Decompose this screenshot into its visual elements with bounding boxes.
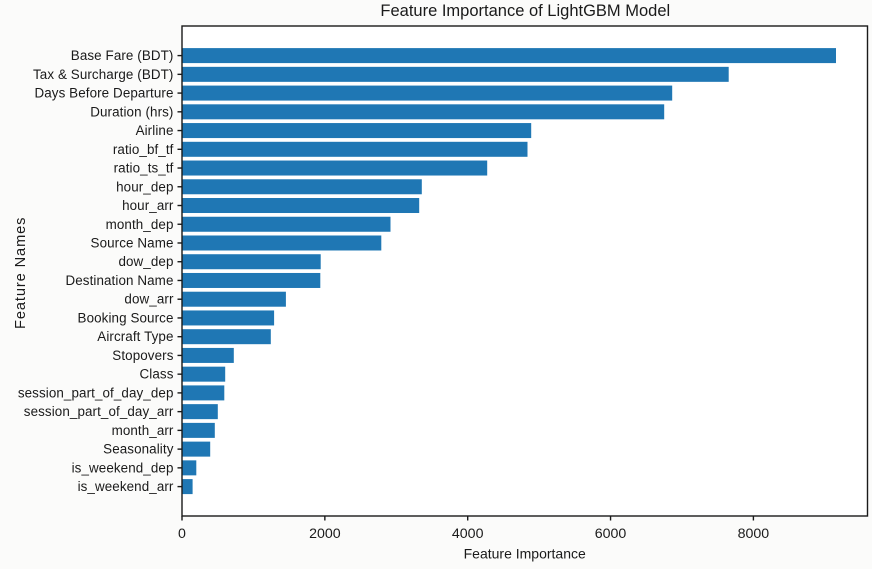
svg-text:Booking Source: Booking Source [78,310,174,325]
svg-text:Seasonality: Seasonality [103,442,174,457]
svg-text:Feature Importance of LightGBM: Feature Importance of LightGBM Model [380,2,670,20]
svg-text:4000: 4000 [452,526,484,542]
svg-text:is_weekend_dep: is_weekend_dep [72,460,174,475]
svg-text:Source Name: Source Name [91,235,174,250]
svg-text:2000: 2000 [309,526,341,542]
svg-text:Tax & Surcharge (BDT): Tax & Surcharge (BDT) [33,67,174,82]
svg-text:hour_arr: hour_arr [122,198,174,213]
svg-text:dow_dep: dow_dep [118,254,173,269]
svg-text:month_dep: month_dep [106,217,174,232]
svg-text:month_arr: month_arr [112,423,174,438]
svg-text:6000: 6000 [595,526,627,542]
svg-text:0: 0 [178,526,186,542]
svg-text:ratio_ts_tf: ratio_ts_tf [114,161,174,176]
svg-text:Airline: Airline [136,123,174,138]
svg-text:Duration (hrs): Duration (hrs) [90,104,173,119]
svg-text:session_part_of_day_dep: session_part_of_day_dep [18,385,174,400]
svg-text:ratio_bf_tf: ratio_bf_tf [113,142,174,157]
svg-text:dow_arr: dow_arr [124,292,174,307]
svg-text:Days Before Departure: Days Before Departure [34,86,173,101]
svg-text:session_part_of_day_arr: session_part_of_day_arr [24,404,174,419]
svg-text:Base Fare (BDT): Base Fare (BDT) [71,48,174,63]
svg-text:Feature Names: Feature Names [13,217,29,329]
svg-text:is_weekend_arr: is_weekend_arr [78,479,174,494]
svg-text:hour_dep: hour_dep [116,179,173,194]
svg-text:Feature Importance: Feature Importance [464,546,586,562]
svg-text:Class: Class [140,367,174,382]
svg-text:8000: 8000 [738,526,770,542]
svg-text:Aircraft Type: Aircraft Type [97,329,173,344]
svg-text:Stopovers: Stopovers [112,348,173,363]
svg-text:Destination Name: Destination Name [65,273,173,288]
